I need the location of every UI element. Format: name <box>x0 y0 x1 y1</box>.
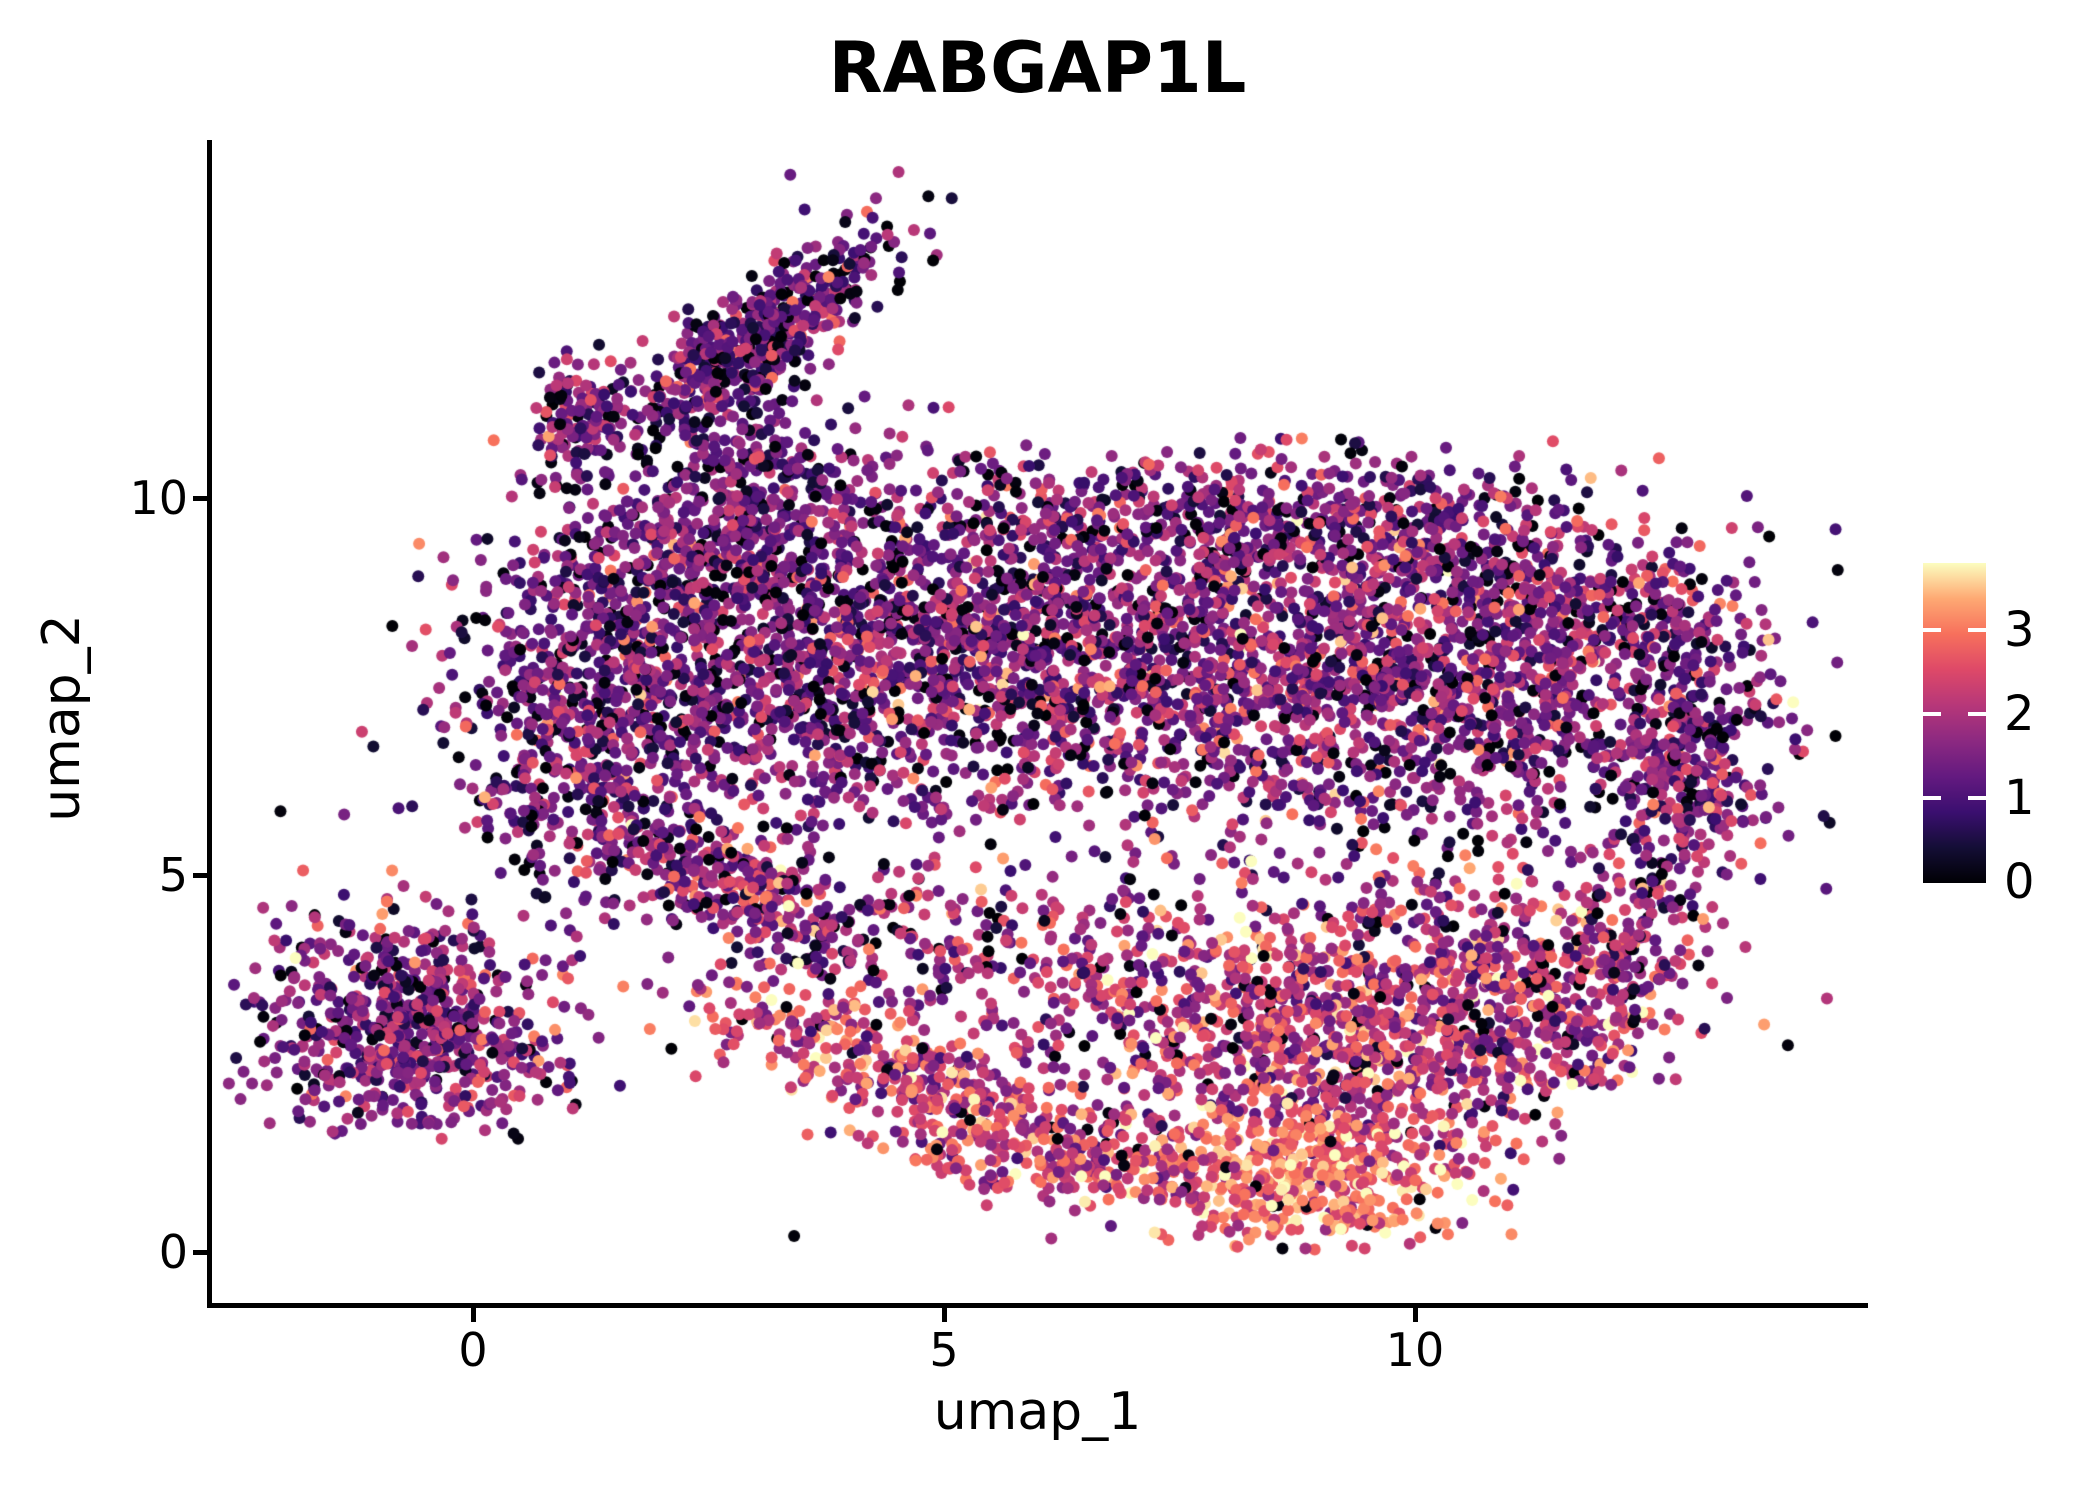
colorbar-tick <box>1923 712 1941 716</box>
colorbar-tick <box>1923 796 1941 800</box>
y-tick-mark <box>193 872 207 878</box>
y-tick-mark <box>193 495 207 501</box>
y-axis-spine <box>207 140 212 1308</box>
colorbar-tick-label: 0 <box>2004 854 2035 910</box>
x-tick-mark <box>1412 1308 1418 1322</box>
colorbar-gradient <box>1923 563 1986 883</box>
x-tick-label: 0 <box>458 1323 488 1377</box>
colorbar-tick-label: 2 <box>2004 686 2035 742</box>
expression-colorbar <box>1923 563 1986 883</box>
x-tick-mark <box>470 1308 476 1322</box>
y-tick-mark <box>193 1249 207 1255</box>
colorbar-tick <box>1968 796 1986 800</box>
x-tick-mark <box>941 1308 947 1322</box>
x-tick-label: 5 <box>929 1323 959 1377</box>
y-tick-label: 0 <box>158 1225 188 1279</box>
colorbar-tick <box>1968 628 1986 632</box>
colorbar-tick <box>1923 628 1941 632</box>
x-axis-label: umap_1 <box>933 1382 1142 1442</box>
x-axis-spine <box>207 1303 1868 1308</box>
colorbar-tick-label: 3 <box>2004 602 2035 658</box>
y-tick-label: 5 <box>158 848 188 902</box>
y-axis-label-text: umap_2 <box>32 614 92 822</box>
colorbar-tick-label: 1 <box>2004 770 2035 826</box>
y-tick-label: 10 <box>129 471 188 525</box>
x-tick-label: 10 <box>1385 1323 1445 1377</box>
colorbar-tick <box>1968 712 1986 716</box>
